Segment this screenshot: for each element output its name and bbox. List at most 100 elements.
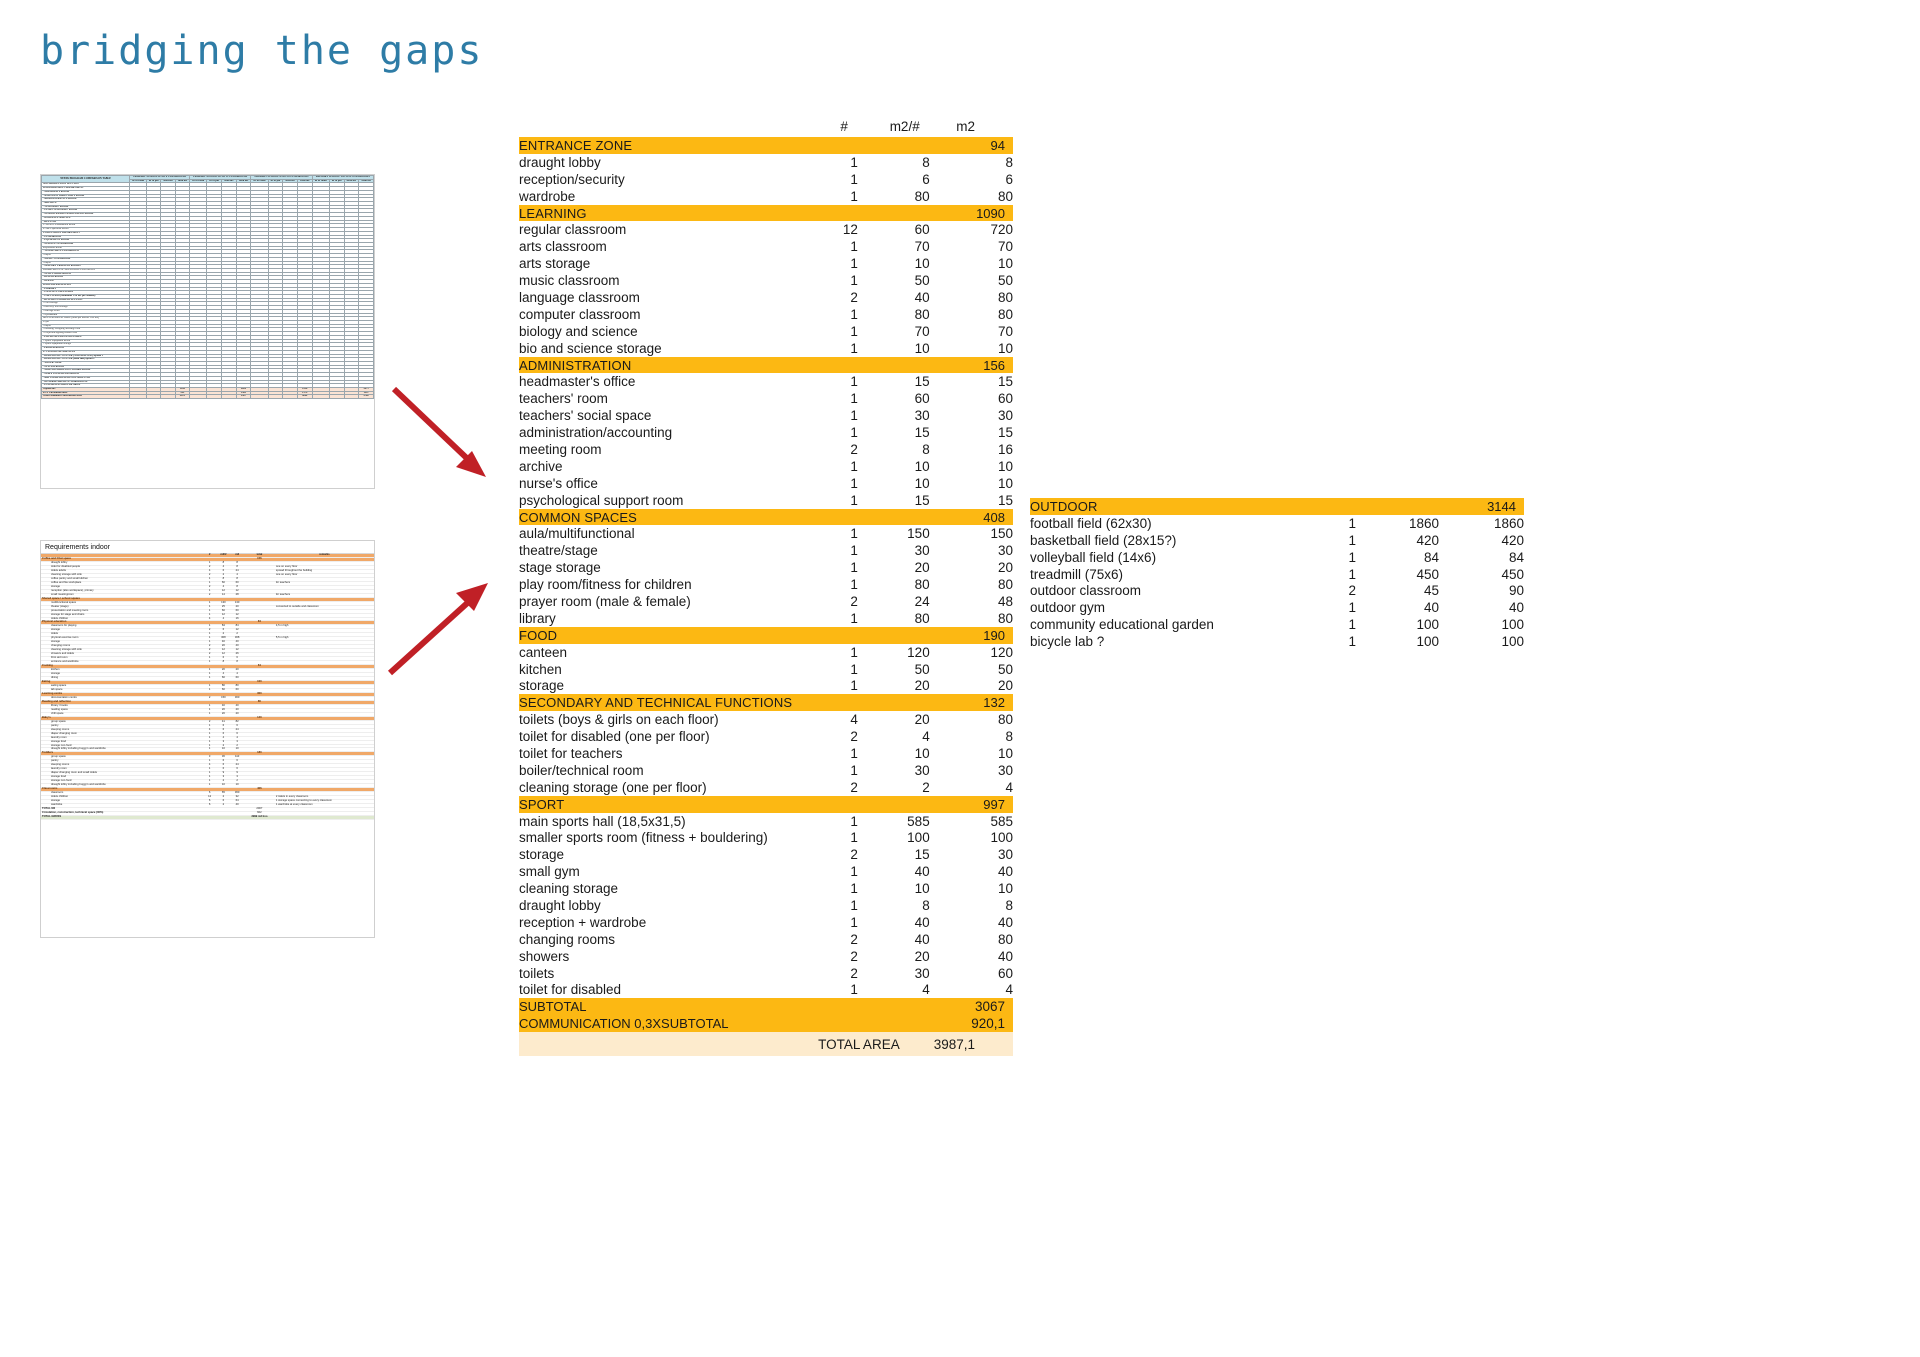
mini-req-section-row: Cooking 64: [41, 664, 374, 670]
mini-req-remarks: spread throughout the building: [274, 569, 374, 574]
room-total-area: 40: [997, 864, 1013, 880]
section-header-row: ADMINISTRATION 156: [519, 356, 1013, 374]
mini-req-remarks: [274, 720, 374, 725]
mini-req-label: coffee and flex workplace: [41, 581, 203, 586]
table-row: theatre/stage 1 30 30: [519, 542, 1013, 559]
mini-req-per: 6: [216, 724, 231, 729]
mini-req-m2: 40: [230, 640, 244, 646]
mini-req-m2: 8: [230, 561, 244, 566]
room-total-area: 15: [997, 492, 1013, 508]
mini-req-per: 20: [216, 668, 231, 674]
mini-subheader-row: nr of room nr of pnl Area m2 Total m2 nr of …: [42, 178, 374, 184]
mini-req-section-name: Physical education: [41, 620, 203, 626]
thumbnail-bottom-content: Requirements indoor # m2/# m2 total remarks C…: [41, 541, 374, 937]
room-area-per-unit: 50: [914, 661, 930, 677]
mini-req-row: draught lobby including buggy's and ward…: [41, 747, 374, 753]
mini-req-footer-value: 2007: [243, 807, 275, 812]
mini-req-label: dining: [41, 676, 203, 681]
section-name: SECONDARY AND TECHNICAL FUNCTIONS: [519, 694, 793, 712]
mini-req-label: draught lobby including buggy's and ward…: [41, 747, 203, 753]
mini-req-row: documentation centre 2 150 300: [41, 696, 374, 701]
mini-req-row: group space 2 41 82: [41, 720, 374, 725]
mini-req-count: 6: [202, 803, 217, 808]
room-count: 1: [850, 898, 858, 914]
room-total-area: 80: [997, 712, 1013, 728]
mini-req-footer-label: Circulation, construction, technical spa…: [41, 811, 203, 816]
room-name: computer classroom: [519, 306, 641, 322]
mini-req-m2: 60: [230, 676, 244, 681]
subtotal-value: 3067: [929, 998, 1013, 1016]
mini-req-per: 8: [216, 660, 231, 666]
mini-req-m2: 130: [230, 601, 244, 606]
mini-req-section-row: Classrooms 406: [41, 787, 374, 793]
mini-req-per: 2: [216, 573, 231, 578]
room-count: 4: [850, 712, 858, 728]
mini-req-count: 1: [202, 613, 217, 618]
mini-req-label: showers and toilets: [41, 652, 203, 658]
mini-req-per: 40: [216, 704, 231, 709]
mini-req-count: 1: [202, 724, 217, 729]
section-header-row: ENTRANCE ZONE 94: [519, 137, 1013, 154]
mini-req-m2: 6: [230, 759, 244, 765]
mini-req-label: small meetingroom: [41, 593, 203, 598]
room-total-area: 16: [997, 441, 1013, 457]
mini-req-m2: 40: [230, 803, 244, 808]
mini-req-remarks: [274, 644, 374, 650]
room-area-per-unit: 20: [914, 678, 930, 694]
room-area-per-unit: 450: [1416, 566, 1439, 582]
mini-req-label: toilets children: [41, 795, 203, 801]
subtotal-label: SUBTOTAL: [519, 998, 793, 1016]
mini-req-per: 12: [216, 613, 231, 618]
mini-req-label: presentation and meeting room: [41, 609, 203, 614]
room-area-per-unit: 15: [914, 374, 930, 390]
mini-req-row: cleaning storage with sink 2 2 4 one on eve…: [41, 573, 374, 578]
table-row: changing rooms 2 40 80: [519, 931, 1013, 948]
table-row: kitchen 1 50 50: [519, 661, 1013, 678]
mini-req-label: toilets children: [41, 617, 203, 622]
mini-req-count: 1: [202, 589, 217, 594]
room-count: 1: [850, 171, 858, 187]
thumbnail-needs-program-comparison-table[interactable]: NEEDS PROGRAM COMPARISON TABLE PRIMARY S…: [40, 174, 375, 489]
room-total-area: 6: [1005, 171, 1013, 187]
thumbnail-top-content: NEEDS PROGRAM COMPARISON TABLE PRIMARY S…: [41, 175, 374, 488]
mini-req-per: 2: [216, 744, 231, 749]
mini-req-count: 1: [202, 656, 217, 662]
room-area-per-unit: 40: [1423, 600, 1439, 616]
thumbnail-requirements-indoor[interactable]: Requirements indoor # m2/# m2 total remarks C…: [40, 540, 375, 938]
room-count: 1: [850, 864, 858, 880]
mini-req-remarks: [274, 740, 374, 745]
mini-req-section-total: [243, 597, 275, 602]
mini-req-m2: 8: [230, 565, 244, 570]
mini-req-remarks: [274, 763, 374, 769]
room-name: arts classroom: [519, 239, 607, 255]
table-row: draught lobby 1 8 8: [519, 897, 1013, 914]
mini-req-row: reception (also workspace), primary 1 12 12: [41, 589, 374, 594]
mini-req-m2: 12: [230, 613, 244, 618]
room-count: 1: [1348, 617, 1356, 633]
room-name: nurse's office: [519, 475, 598, 491]
room-total-area: 40: [1508, 600, 1524, 616]
mini-req-row: toilets adults 4 6 24 spread throughout the…: [41, 569, 374, 574]
room-total-area: 450: [1501, 566, 1524, 582]
room-area-per-unit: 10: [914, 746, 930, 761]
table-row: psychological support room 1 15 15: [519, 492, 1013, 509]
table-row: wardrobe 1 80 80: [519, 188, 1013, 205]
room-area-per-unit: 4: [922, 729, 930, 745]
mini-req-remarks: [274, 732, 374, 737]
room-total-area: 10: [997, 458, 1013, 474]
mini-req-row: kitchen 1 20 20: [41, 668, 374, 674]
mini-req-count: 1: [202, 771, 217, 777]
mini-req-row: small meetingroom 2 14 28 for teachers: [41, 593, 374, 598]
room-name: bio and science storage: [519, 340, 662, 356]
mini-req-m2: 8: [230, 585, 244, 590]
room-name: kitchen: [519, 661, 562, 677]
mini-req-m2: 2: [230, 632, 244, 638]
room-area-per-unit: 80: [914, 610, 930, 626]
mini-header-row: NEEDS PROGRAM COMPARISON TABLE PRIMARY S…: [41, 175, 374, 184]
room-total-area: 50: [997, 661, 1013, 677]
room-area-per-unit: 10: [914, 340, 930, 356]
mini-req-remarks: [274, 767, 374, 773]
mini-req-per: 2: [216, 779, 231, 785]
mini-table-row: - Depot: [41, 253, 374, 258]
mini-req-row: classroom for playing 1 84 84 4,5 m high: [41, 624, 374, 630]
